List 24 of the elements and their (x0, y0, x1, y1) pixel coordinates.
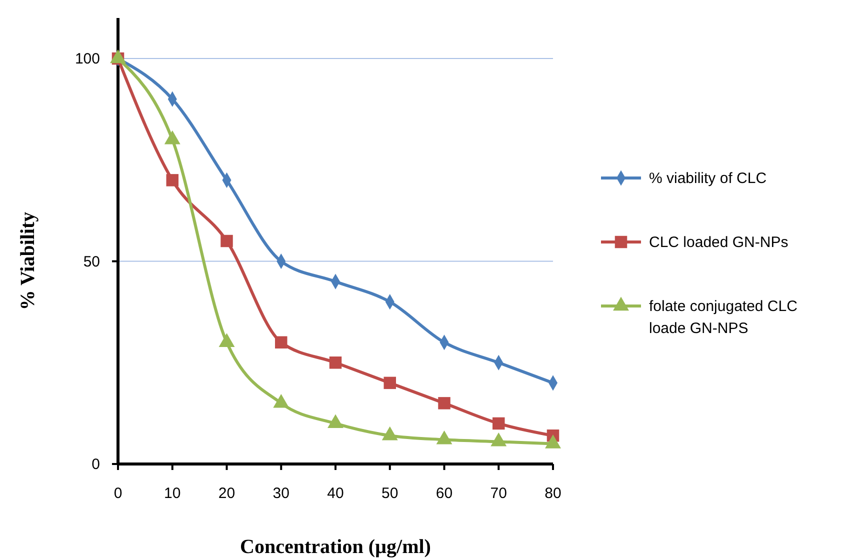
point (329, 356, 342, 369)
x-tick-label: 30 (272, 485, 290, 502)
x-tick-label: 50 (382, 485, 398, 502)
point (220, 234, 233, 248)
point (275, 336, 288, 348)
x-axis-title: Concentration (µg/ml) (240, 536, 431, 558)
x-tick-label: 40 (327, 485, 344, 502)
point (384, 376, 396, 390)
x-tick-label: 80 (544, 485, 562, 502)
y-tick-label: 50 (83, 253, 100, 270)
y-tick-label: 0 (92, 456, 100, 473)
legend-label: CLC loaded GN-NPs (649, 234, 788, 251)
x-tick-label: 0 (114, 485, 122, 502)
x-tick-label: 60 (436, 485, 453, 502)
x-tick-label: 20 (218, 485, 236, 502)
legend-label: folate conjugated CLC loade GN-NPS (649, 298, 798, 337)
legend-label: % viability of CLC (649, 170, 767, 187)
point (492, 417, 505, 430)
x-tick-label: 70 (490, 485, 507, 502)
point (166, 174, 178, 186)
x-tick-label: 10 (164, 485, 181, 502)
y-tick-label: 100 (74, 50, 100, 68)
y-axis-title: % Viability (17, 212, 39, 310)
point (438, 397, 450, 410)
